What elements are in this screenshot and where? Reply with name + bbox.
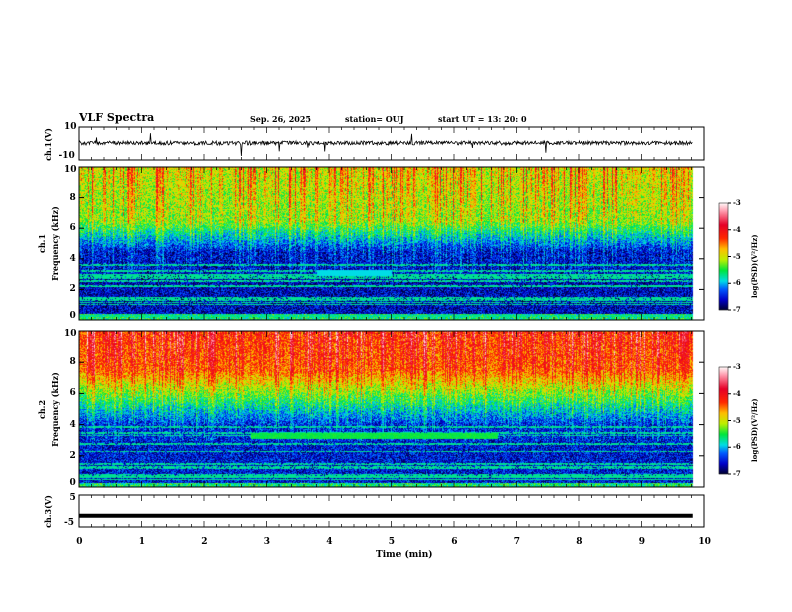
ch1-waveform-line: [78, 133, 693, 157]
x-tick-label: 8: [576, 537, 583, 547]
colorbar-tick-label: -6: [733, 278, 741, 288]
ch1-spectrogram-ylabel: ch.1: [36, 233, 47, 253]
y-tick-label: 2: [69, 450, 76, 461]
x-tick-label: 1: [138, 537, 145, 547]
x-tick-label: 7: [513, 537, 520, 547]
start-time-label: start UT = 13: 20: 0: [438, 114, 527, 124]
colorbar-tick-label: -7: [733, 469, 741, 478]
y-tick-label: -5: [64, 518, 74, 528]
figure-title: VLF Spectra: [79, 111, 155, 124]
x-axis-label: Time (min): [376, 550, 433, 560]
y-tick-label: 10: [64, 165, 77, 175]
y-tick-label: 0: [69, 311, 76, 321]
date-label: Sep. 26, 2025: [250, 114, 311, 124]
colorbar-label: log(PSD)(V²/Hz): [750, 234, 759, 298]
ch1-waveform-ylabel: ch.1(V): [42, 127, 53, 161]
ch3-waveform-ylabel: ch.3(V): [42, 494, 53, 528]
y-tick-label: 6: [69, 388, 76, 399]
x-tick-label: 0: [76, 537, 83, 547]
x-tick-label: 2: [201, 537, 208, 547]
colorbar-ch2: [718, 366, 729, 475]
y-tick-label: 2: [69, 284, 76, 295]
x-tick-label: 6: [451, 537, 458, 547]
ch2-frequency-ylabel: Frequency (kHz): [49, 371, 60, 447]
colorbar-ch1: [718, 202, 729, 311]
y-tick-label: 5: [69, 493, 76, 503]
y-tick-label: 8: [69, 192, 76, 203]
panel-frame-1: [78, 166, 705, 321]
ch1-frequency-ylabel: Frequency (kHz): [49, 205, 60, 281]
x-tick-label: 5: [388, 537, 395, 547]
y-tick-label: 4: [69, 253, 76, 264]
y-tick-label: 8: [69, 357, 76, 368]
colorbar-tick-label: -3: [733, 362, 741, 371]
y-tick-label: -10: [58, 151, 75, 161]
colorbar-tick-label: -4: [733, 388, 741, 398]
x-tick-label: 3: [263, 537, 270, 547]
colorbar-tick-label: -7: [733, 305, 741, 314]
x-tick-label: 4: [326, 537, 333, 547]
y-tick-label: 10: [64, 329, 77, 339]
colorbar-label: log(PSD)(V²/Hz): [750, 398, 759, 462]
y-tick-label: 4: [69, 419, 76, 430]
colorbar-tick-label: -6: [733, 442, 741, 452]
x-tick-label: 10: [698, 537, 711, 547]
panel-frame-2: [78, 330, 705, 488]
y-tick-label: 10: [64, 122, 77, 132]
colorbar-tick-label: -5: [733, 251, 741, 261]
y-tick-label: 6: [69, 223, 76, 234]
station-label: station= OUJ: [345, 114, 404, 124]
x-tick-label: 9: [638, 537, 645, 547]
ch2-spectrogram-ylabel: ch.2: [36, 399, 47, 419]
y-tick-label: 0: [69, 478, 76, 488]
colorbar-tick-label: -5: [733, 415, 741, 425]
colorbar-tick-label: -4: [733, 224, 741, 234]
colorbar-tick-label: -3: [733, 198, 741, 207]
